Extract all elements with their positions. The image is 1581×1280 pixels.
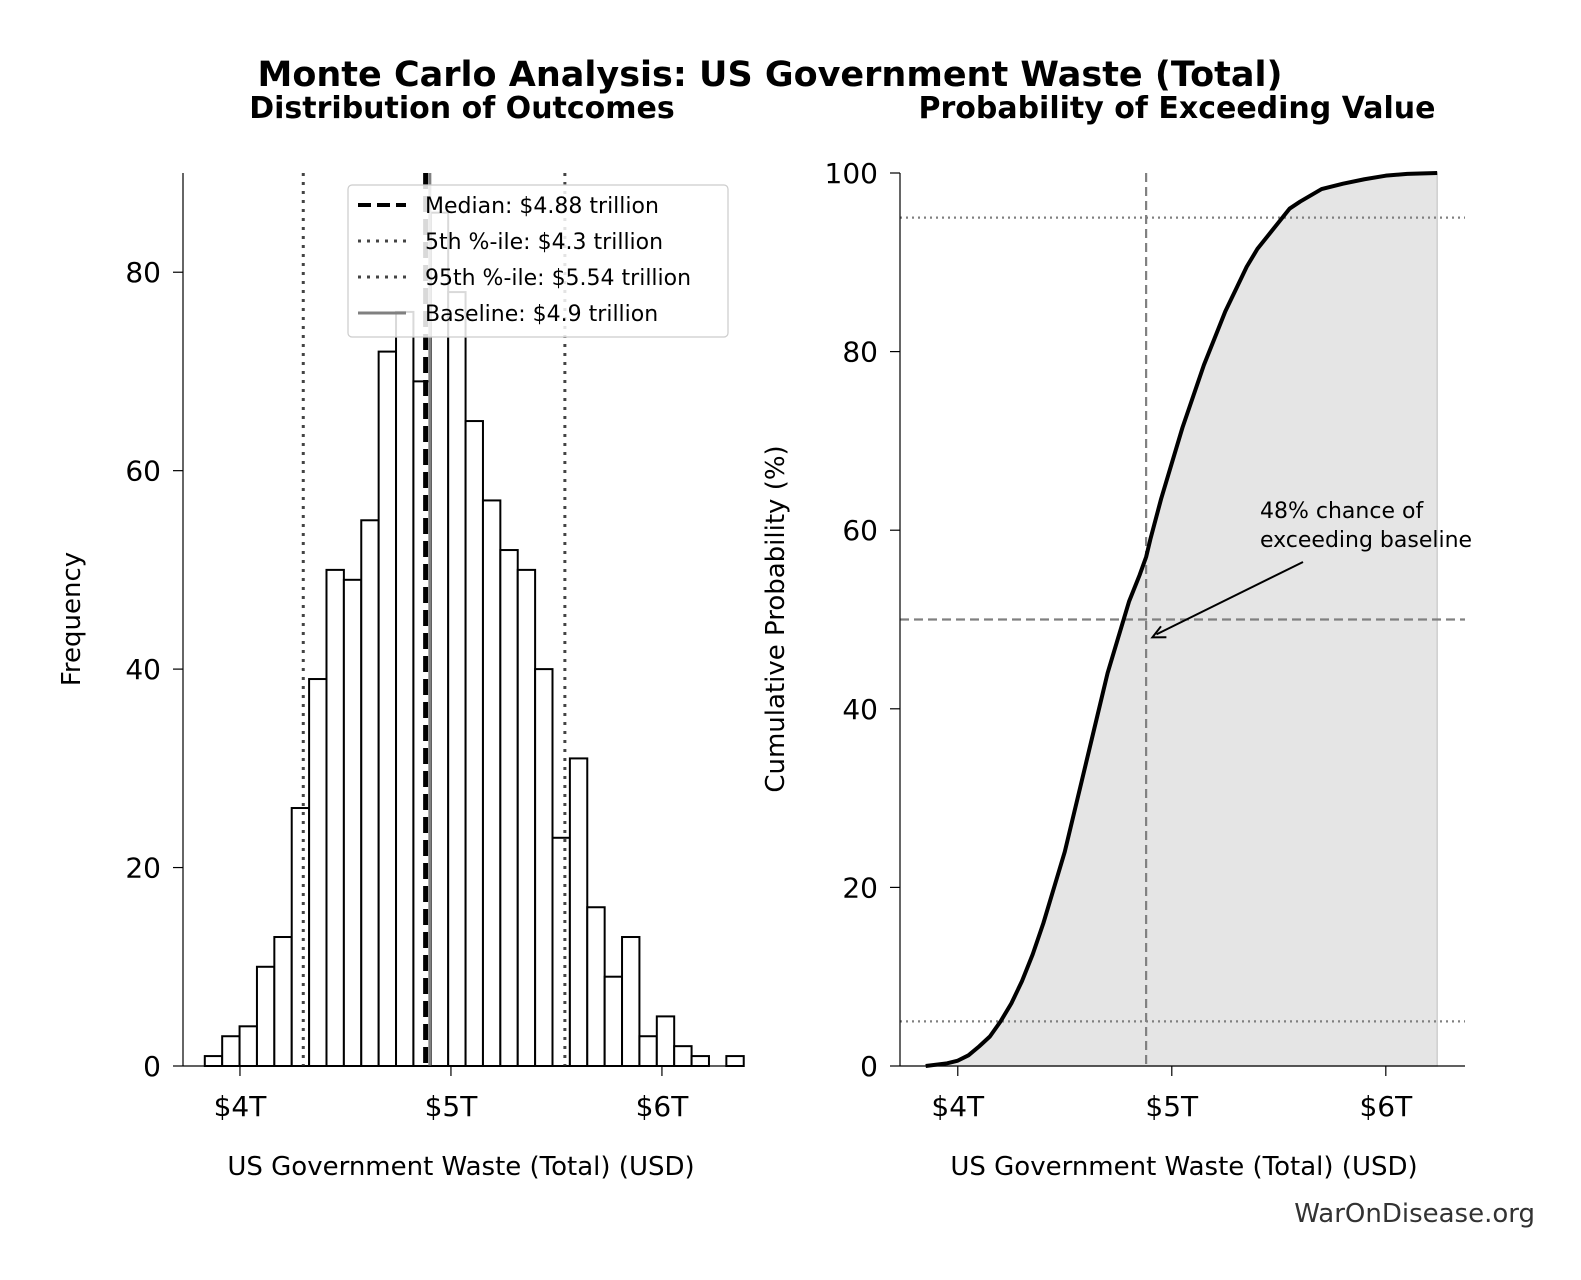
histogram-bar [690, 1055, 710, 1067]
histogram-bar [603, 975, 624, 1068]
histogram-y-tick-label: 20 [125, 852, 161, 885]
histogram-bar [395, 310, 415, 1067]
cdf-x-ticks: $4T $5T $6T [931, 1066, 1413, 1123]
histogram-bar [412, 380, 432, 1068]
histogram-bar [308, 678, 328, 1067]
histogram-bar [429, 211, 450, 1067]
histogram-panel: Distribution of Outcomes 0 20 40 60 80 $4T $5… [57, 91, 745, 1182]
histogram-bar [464, 420, 484, 1067]
histogram-bar [534, 668, 554, 1067]
cdf-reference-lines [900, 173, 1465, 1066]
histogram-bar [377, 350, 398, 1068]
histogram-x-tick-label: $6T [636, 1090, 690, 1123]
cdf-y-label: Cumulative Probability (%) [761, 445, 791, 792]
cdf-y-tick-label: 100 [825, 157, 878, 190]
histogram-x-label: US Government Waste (Total) (USD) [227, 1152, 694, 1182]
histogram-bar [586, 906, 606, 1067]
histogram-title: Distribution of Outcomes [249, 91, 675, 126]
histogram-bar [255, 965, 276, 1067]
legend-baseline-label: Baseline: $4.9 trillion [425, 302, 658, 327]
cdf-line-path [925, 171, 1438, 1068]
legend-frame [347, 184, 729, 338]
cdf-y-tick-label: 40 [842, 693, 878, 726]
histogram-bar [516, 568, 537, 1068]
cdf-x-tick-label: $5T [1145, 1090, 1199, 1123]
histogram-bar [447, 291, 467, 1068]
cdf-y-tick-label: 20 [842, 871, 878, 904]
cdf-x-tick-label: $4T [931, 1090, 985, 1123]
histogram-x-ticks: $4T $5T $6T [214, 1066, 690, 1123]
histogram-bar [273, 936, 293, 1067]
histogram-bar [221, 1035, 241, 1067]
histogram-bars [203, 211, 745, 1068]
histogram-bar [725, 1055, 745, 1067]
cdf-y-tick-label: 80 [842, 336, 878, 369]
annotation-arrow-head [1150, 625, 1167, 639]
cdf-y-ticks: 0 20 40 60 80 100 [825, 157, 900, 1083]
histogram-bar [342, 578, 363, 1067]
histogram-bar [325, 568, 345, 1068]
legend: Median: $4.88 trillion 5th %-ile: $4.3 t… [347, 184, 729, 338]
cdf-panel: Probability of Exceeding Value 0 20 40 60 80… [761, 91, 1472, 1182]
histogram-x-tick-label: $5T [425, 1090, 479, 1123]
cdf-annotation: 48% chance of exceeding baseline [1150, 499, 1472, 639]
legend-median-label: Median: $4.88 trillion [425, 194, 659, 219]
annotation-line-2: exceeding baseline [1260, 528, 1472, 553]
annotation-line-1: 48% chance of [1260, 499, 1424, 524]
histogram-bar [290, 807, 311, 1067]
histogram-bar [499, 549, 519, 1067]
histogram-y-tick-label: 60 [125, 455, 161, 488]
histogram-bar [655, 1015, 676, 1068]
histogram-bar [238, 1025, 258, 1068]
cdf-title: Probability of Exceeding Value [918, 91, 1435, 126]
histogram-y-tick-label: 0 [143, 1050, 161, 1083]
annotation-arrow-shaft [1155, 561, 1304, 636]
histogram-y-tick-label: 40 [125, 653, 161, 686]
cdf-line [925, 171, 1438, 1068]
histogram-bar [203, 1055, 224, 1067]
figure-title: Monte Carlo Analysis: US Government Wast… [258, 55, 1283, 95]
cdf-y-tick-label: 0 [860, 1050, 878, 1083]
histogram-bar [551, 836, 571, 1067]
histogram-y-label: Frequency [57, 552, 87, 686]
histogram-bar [568, 757, 589, 1068]
histogram-x-tick-label: $4T [214, 1090, 268, 1123]
histogram-bar [673, 1045, 693, 1067]
legend-p95-label: 95th %-ile: $5.54 trillion [425, 266, 691, 291]
cdf-y-tick-label: 60 [842, 514, 878, 547]
histogram-bar [360, 519, 380, 1067]
cdf-x-label: US Government Waste (Total) (USD) [950, 1152, 1417, 1182]
watermark: WarOnDisease.org [1294, 1199, 1535, 1229]
legend-p5-label: 5th %-ile: $4.3 trillion [425, 230, 663, 255]
histogram-bar [638, 1035, 658, 1067]
histogram-bar [481, 499, 502, 1067]
cdf-x-tick-label: $6T [1359, 1090, 1413, 1123]
histogram-y-ticks: 0 20 40 60 80 [125, 256, 183, 1083]
histogram-y-tick-label: 80 [125, 256, 161, 289]
histogram-bar [621, 936, 641, 1067]
